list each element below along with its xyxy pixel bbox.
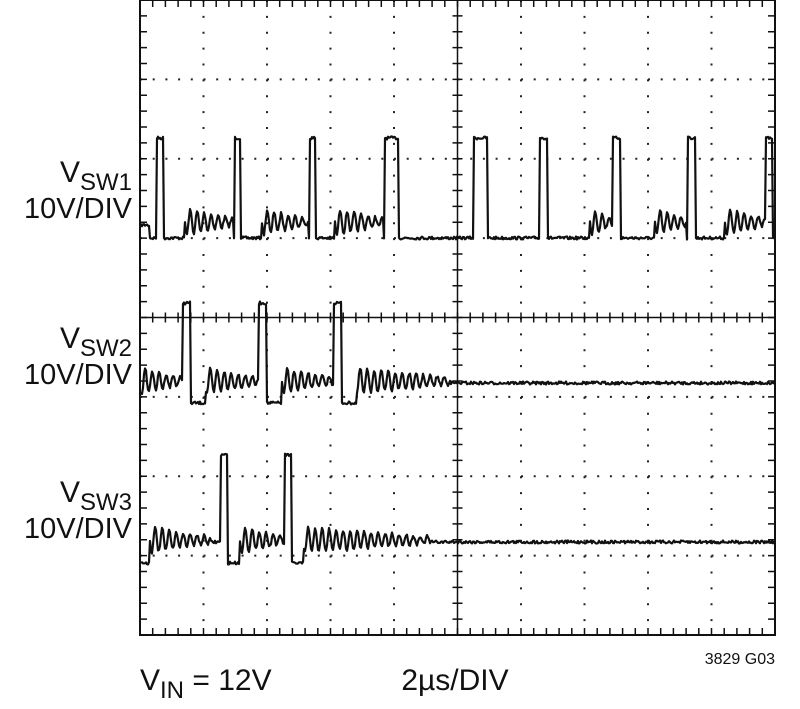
figure-id: 3829 G03 [705, 651, 775, 668]
trace-scale: 10V/DIV [24, 193, 133, 225]
trace-label: VSW3 [60, 476, 132, 516]
labels: VSW1 10V/DIV VSW2 10V/DIV VSW3 10V/DIV V… [24, 156, 775, 704]
trace-label: VSW2 [60, 322, 132, 362]
label-main: V [60, 322, 80, 355]
label-rest: = 12V [184, 664, 272, 697]
waveform-trace [139, 135, 776, 241]
trace-scale: 10V/DIV [24, 513, 133, 545]
label-main: V [60, 156, 80, 189]
graticule [139, 0, 776, 636]
trace-label: VSW1 [60, 156, 132, 196]
label-main: V [60, 476, 80, 509]
waveform-trace [140, 300, 775, 406]
waveform-trace [140, 452, 776, 566]
waveforms [139, 135, 776, 566]
label-sub: SW2 [80, 335, 132, 362]
label-main: V [140, 664, 160, 697]
label-sub: SW1 [80, 169, 132, 196]
input-voltage: VIN = 12V [140, 664, 272, 704]
timebase: 2µs/DIV [401, 664, 508, 697]
label-sub: IN [160, 677, 184, 704]
trace-scale: 10V/DIV [24, 359, 133, 391]
label-sub: SW3 [80, 489, 132, 516]
